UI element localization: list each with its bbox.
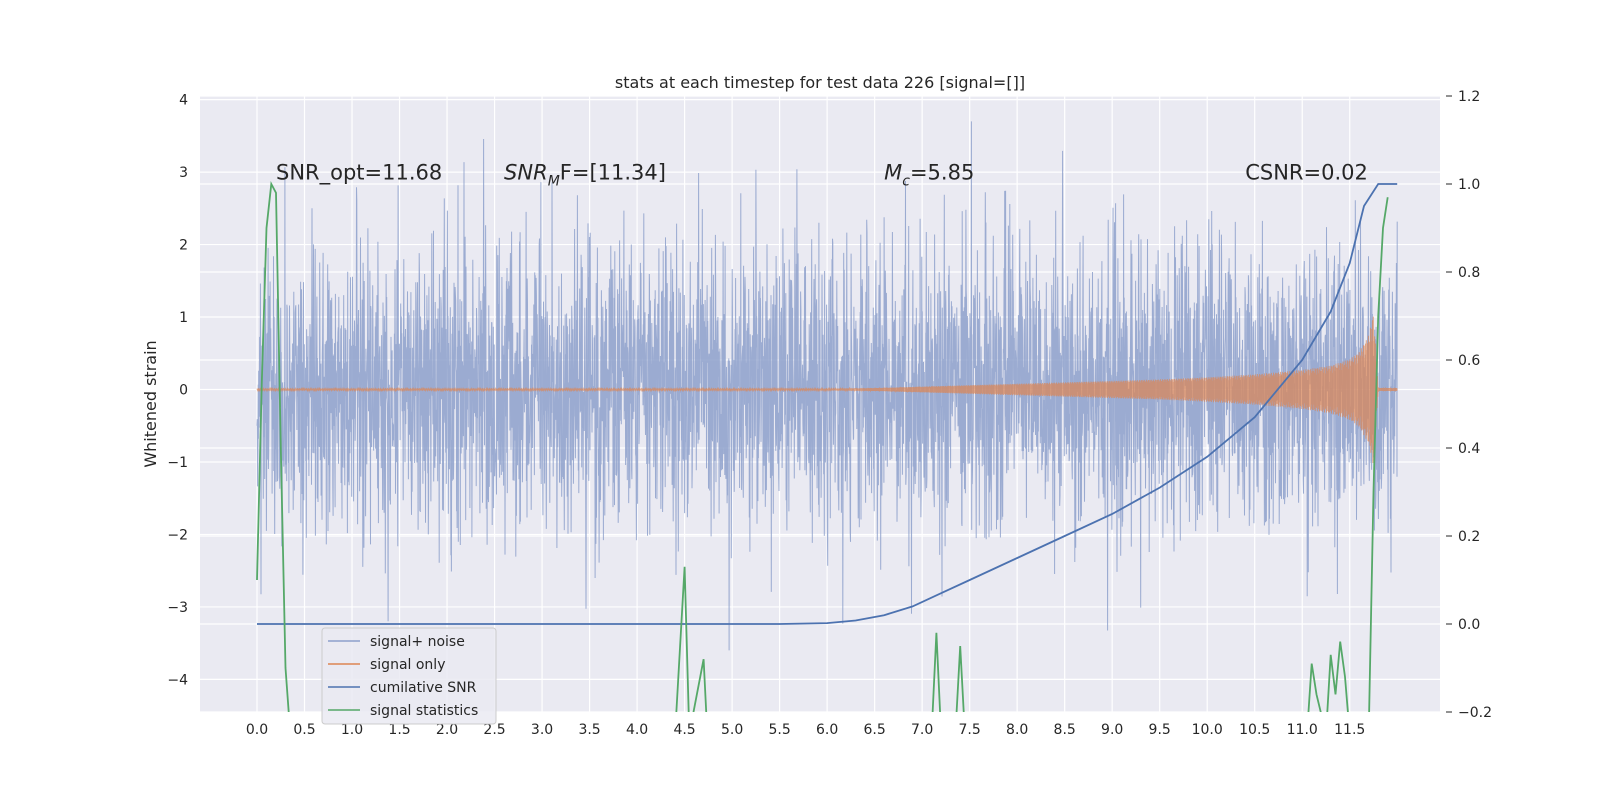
legend-label-signal-statistics: signal statistics bbox=[370, 703, 478, 719]
y2-tick-label: 0.8 bbox=[1458, 265, 1480, 281]
x-tick-label: 0.0 bbox=[246, 722, 268, 738]
snr-mf-sub: M bbox=[548, 173, 560, 189]
snr-opt-annotation: SNR_opt=11.68 bbox=[276, 160, 442, 185]
snr-mf-main: SNR bbox=[504, 160, 548, 184]
x-tick-label: 8.5 bbox=[1054, 722, 1076, 738]
x-tick-label: 0.5 bbox=[293, 722, 315, 738]
legend-label-signal-noise: signal+ noise bbox=[370, 634, 465, 650]
x-tick-label: 3.0 bbox=[531, 722, 553, 738]
signal-only-line bbox=[256, 316, 1398, 464]
x-tick-label: 4.0 bbox=[626, 722, 648, 738]
right-y-axis-ticks: 1.2 1.0 0.8 0.6 0.4 0.2 0.0 −0.2 bbox=[1446, 89, 1492, 721]
x-tick-label: 3.5 bbox=[578, 722, 600, 738]
signal-statistics-series bbox=[256, 181, 1389, 712]
signal-only-series bbox=[256, 316, 1398, 464]
x-tick-label: 11.0 bbox=[1287, 722, 1318, 738]
x-tick-label: 9.5 bbox=[1149, 722, 1171, 738]
y-tick-label: −3 bbox=[167, 600, 188, 616]
y-tick-label: 2 bbox=[179, 238, 188, 254]
x-tick-label: 1.5 bbox=[388, 722, 410, 738]
x-tick-label: 5.5 bbox=[768, 722, 790, 738]
x-tick-label: 10.0 bbox=[1192, 722, 1223, 738]
x-tick-label: 10.5 bbox=[1239, 722, 1270, 738]
y-tick-label: 3 bbox=[179, 165, 188, 181]
y2-tick-label: 0.6 bbox=[1458, 353, 1480, 369]
y2-tick-label: 1.2 bbox=[1458, 89, 1480, 105]
y-tick-label: 1 bbox=[179, 310, 188, 326]
legend-label-cumulative-snr: cumilative SNR bbox=[370, 680, 477, 696]
legend-box bbox=[321, 627, 497, 725]
mchirp-sub: c bbox=[902, 173, 910, 189]
x-tick-label: 6.0 bbox=[816, 722, 838, 738]
y-tick-label: 0 bbox=[179, 383, 188, 399]
x-tick-label: 5.0 bbox=[721, 722, 743, 738]
legend: signal+ noise signal only cumilative SNR… bbox=[321, 627, 497, 725]
x-tick-label: 6.5 bbox=[864, 722, 886, 738]
cumulative-snr-series bbox=[257, 183, 1398, 625]
x-tick-label: 11.5 bbox=[1334, 722, 1365, 738]
x-tick-label: 9.0 bbox=[1101, 722, 1123, 738]
mchirp-annotation: Mc=5.85 bbox=[884, 160, 974, 189]
mchirp-rest: =5.85 bbox=[910, 160, 974, 184]
x-tick-label: 1.0 bbox=[341, 722, 363, 738]
y-tick-label: −4 bbox=[167, 672, 188, 688]
csnr-annotation: CSNR=0.02 bbox=[1245, 160, 1368, 184]
y2-tick-label: −0.2 bbox=[1458, 705, 1492, 721]
y2-tick-label: 0.4 bbox=[1458, 441, 1480, 457]
cumulative-snr-line bbox=[257, 183, 1398, 625]
snr-mf-rest: F=[11.34] bbox=[560, 160, 666, 184]
legend-label-signal-only: signal only bbox=[370, 657, 445, 673]
mchirp-main: M bbox=[884, 160, 902, 184]
x-axis-ticks: 0.0 0.5 1.0 1.5 2.0 2.5 3.0 3.5 4.0 4.5 5.0 5.5 6.0 6… bbox=[246, 722, 1365, 738]
x-tick-label: 8.0 bbox=[1006, 722, 1028, 738]
x-tick-label: 7.5 bbox=[959, 722, 981, 738]
x-tick-label: 4.5 bbox=[673, 722, 695, 738]
y-tick-label: −2 bbox=[167, 527, 188, 543]
y-axis-label: Whitened strain bbox=[141, 340, 160, 467]
x-tick-label: 2.0 bbox=[436, 722, 458, 738]
y-tick-label: −1 bbox=[167, 455, 188, 471]
snr-mf-annotation: SNRMF=[11.34] bbox=[504, 160, 666, 189]
y2-tick-label: 0.2 bbox=[1458, 529, 1480, 545]
y-tick-label: 4 bbox=[179, 93, 188, 109]
x-tick-label: 7.0 bbox=[911, 722, 933, 738]
y2-tick-label: 1.0 bbox=[1458, 177, 1480, 193]
chart-title: stats at each timestep for test data 226… bbox=[615, 73, 1025, 92]
y2-tick-label: 0.0 bbox=[1458, 617, 1480, 633]
x-tick-label: 2.5 bbox=[483, 722, 505, 738]
signal-statistics-line bbox=[256, 181, 1389, 712]
y-axis-ticks: 4 3 2 1 0 −1 −2 −3 −4 bbox=[167, 93, 188, 689]
